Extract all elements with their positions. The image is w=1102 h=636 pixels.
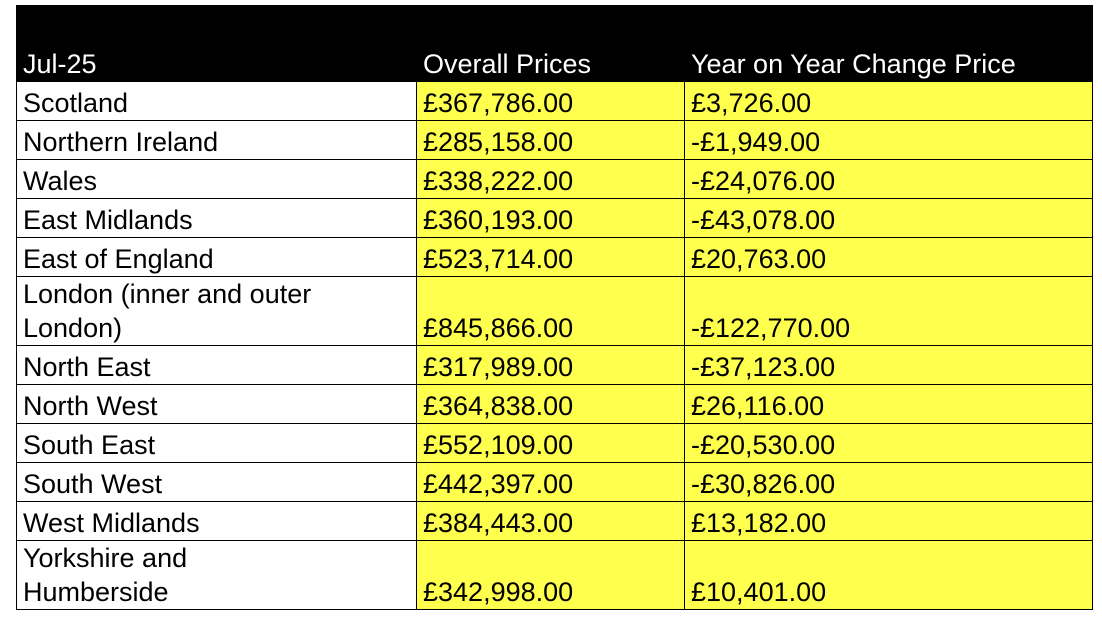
value-cell: -£30,826.00 bbox=[684, 462, 1093, 502]
price-text: £360,193.00 bbox=[423, 205, 574, 235]
value-cell: £360,193.00 bbox=[416, 198, 685, 238]
value-cell: -£43,078.00 bbox=[684, 198, 1093, 238]
value-cell: £26,116.00 bbox=[684, 384, 1093, 424]
value-cell: £523,714.00 bbox=[416, 237, 685, 277]
table-row: Wales £338,222.00 -£24,076.00 bbox=[16, 159, 1093, 199]
value-cell: £317,989.00 bbox=[416, 345, 685, 385]
region-name: East of England bbox=[23, 244, 214, 274]
price-text: -£1,949.00 bbox=[691, 127, 821, 157]
price-text: -£122,770.00 bbox=[691, 313, 851, 343]
value-cell: -£20,530.00 bbox=[684, 423, 1093, 463]
region-cell: Yorkshire and Humberside bbox=[16, 540, 417, 610]
value-cell: -£24,076.00 bbox=[684, 159, 1093, 199]
price-text: -£37,123.00 bbox=[691, 352, 836, 382]
region-cell: South East bbox=[16, 423, 417, 463]
price-text: £338,222.00 bbox=[423, 166, 574, 196]
region-cell: London (inner and outer London) bbox=[16, 276, 417, 346]
table-body: Scotland £367,786.00 £3,726.00 Northern Ire… bbox=[16, 81, 1093, 610]
region-cell: North East bbox=[16, 345, 417, 385]
value-cell: £384,443.00 bbox=[416, 501, 685, 541]
header-cell: Jul-25 bbox=[16, 5, 417, 82]
value-cell: £367,786.00 bbox=[416, 81, 685, 121]
price-table: Jul-25 Overall Prices Year on Year Chang… bbox=[16, 5, 1093, 610]
region-cell: East of England bbox=[16, 237, 417, 277]
table-row: London (inner and outer London) £845,866.… bbox=[16, 276, 1093, 346]
table-row: Northern Ireland £285,158.00 -£1,949.00 bbox=[16, 120, 1093, 160]
value-cell: -£122,770.00 bbox=[684, 276, 1093, 346]
table-header: Jul-25 Overall Prices Year on Year Chang… bbox=[16, 5, 1093, 82]
region-name: Scotland bbox=[23, 88, 129, 118]
value-cell: £10,401.00 bbox=[684, 540, 1093, 610]
region-name: East Midlands bbox=[23, 205, 193, 235]
price-text: £364,838.00 bbox=[423, 391, 574, 421]
table-row: South West £442,397.00 -£30,826.00 bbox=[16, 462, 1093, 502]
header-text: Year on Year Change Price bbox=[691, 49, 1016, 79]
price-text: £20,763.00 bbox=[691, 244, 827, 274]
header-text: Overall Prices bbox=[423, 49, 592, 79]
price-text: £342,998.00 bbox=[423, 577, 574, 607]
region-cell: North West bbox=[16, 384, 417, 424]
table-row: South East £552,109.00 -£20,530.00 bbox=[16, 423, 1093, 463]
region-cell: Wales bbox=[16, 159, 417, 199]
value-cell: £845,866.00 bbox=[416, 276, 685, 346]
value-cell: £552,109.00 bbox=[416, 423, 685, 463]
region-name: South East bbox=[23, 430, 156, 460]
price-text: £26,116.00 bbox=[691, 391, 825, 421]
region-name: Yorkshire and Humberside bbox=[23, 543, 188, 607]
value-cell: £442,397.00 bbox=[416, 462, 685, 502]
table-row: East Midlands £360,193.00 -£43,078.00 bbox=[16, 198, 1093, 238]
header-row: Jul-25 Overall Prices Year on Year Chang… bbox=[16, 5, 1093, 82]
price-text: -£20,530.00 bbox=[691, 430, 836, 460]
price-text: £10,401.00 bbox=[691, 577, 827, 607]
price-text: £523,714.00 bbox=[423, 244, 574, 274]
price-text: £367,786.00 bbox=[423, 88, 574, 118]
price-text: £317,989.00 bbox=[423, 352, 574, 382]
region-cell: East Midlands bbox=[16, 198, 417, 238]
header-cell: Overall Prices bbox=[416, 5, 685, 82]
price-text: £442,397.00 bbox=[423, 469, 574, 499]
table-row: Scotland £367,786.00 £3,726.00 bbox=[16, 81, 1093, 121]
header-text: Jul-25 bbox=[23, 49, 97, 79]
price-text: £3,726.00 bbox=[691, 88, 812, 118]
value-cell: -£37,123.00 bbox=[684, 345, 1093, 385]
table-row: Yorkshire and Humberside £342,998.00 £10,4… bbox=[16, 540, 1093, 610]
region-name: North West bbox=[23, 391, 158, 421]
price-text: £13,182.00 bbox=[691, 508, 827, 538]
table-row: West Midlands £384,443.00 £13,182.00 bbox=[16, 501, 1093, 541]
price-text: £285,158.00 bbox=[423, 127, 574, 157]
value-cell: £342,998.00 bbox=[416, 540, 685, 610]
table-row: North East £317,989.00 -£37,123.00 bbox=[16, 345, 1093, 385]
price-text: £384,443.00 bbox=[423, 508, 574, 538]
region-name: South West bbox=[23, 469, 163, 499]
region-cell: Scotland bbox=[16, 81, 417, 121]
region-name: Wales bbox=[23, 166, 98, 196]
region-name: North East bbox=[23, 352, 151, 382]
region-cell: West Midlands bbox=[16, 501, 417, 541]
value-cell: £3,726.00 bbox=[684, 81, 1093, 121]
region-name: Northern Ireland bbox=[23, 127, 219, 157]
value-cell: £338,222.00 bbox=[416, 159, 685, 199]
price-text: -£30,826.00 bbox=[691, 469, 836, 499]
value-cell: £13,182.00 bbox=[684, 501, 1093, 541]
value-cell: -£1,949.00 bbox=[684, 120, 1093, 160]
price-text: £552,109.00 bbox=[423, 430, 574, 460]
region-name: London (inner and outer London) bbox=[23, 279, 312, 343]
value-cell: £20,763.00 bbox=[684, 237, 1093, 277]
region-name: West Midlands bbox=[23, 508, 200, 538]
region-cell: South West bbox=[16, 462, 417, 502]
table-row: North West £364,838.00 £26,116.00 bbox=[16, 384, 1093, 424]
price-text: -£24,076.00 bbox=[691, 166, 836, 196]
region-cell: Northern Ireland bbox=[16, 120, 417, 160]
table-row: East of England £523,714.00 £20,763.00 bbox=[16, 237, 1093, 277]
header-cell: Year on Year Change Price bbox=[684, 5, 1093, 82]
value-cell: £364,838.00 bbox=[416, 384, 685, 424]
value-cell: £285,158.00 bbox=[416, 120, 685, 160]
price-text: -£43,078.00 bbox=[691, 205, 836, 235]
price-text: £845,866.00 bbox=[423, 313, 574, 343]
